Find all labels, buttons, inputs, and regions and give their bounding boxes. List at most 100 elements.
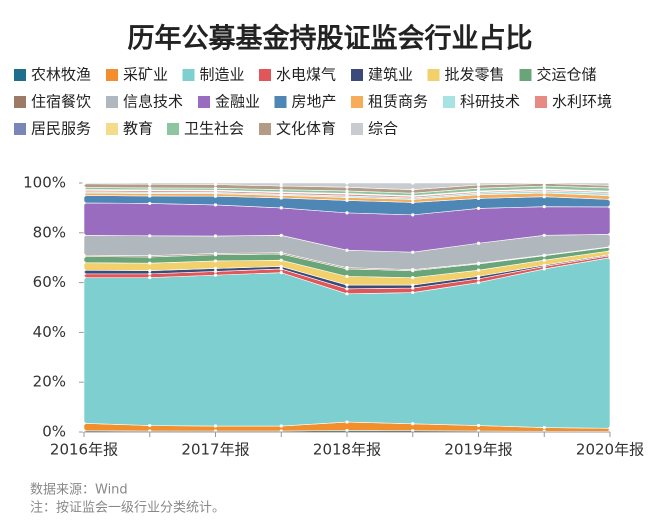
- vertex-dot: [411, 191, 415, 195]
- vertex-dot: [279, 233, 283, 237]
- vertex-dot: [411, 276, 415, 280]
- vertex-dot: [608, 426, 612, 430]
- vertex-dot: [213, 186, 218, 190]
- vertex-dot: [279, 424, 283, 428]
- vertex-dot: [279, 267, 283, 271]
- legend-label: 水电煤气: [276, 66, 336, 84]
- vertex-dot: [345, 428, 349, 433]
- legend-label: 住宿餐饮: [31, 93, 91, 111]
- vertex-dot: [411, 422, 415, 426]
- vertex-dot: [411, 188, 415, 192]
- vertex-dot: [279, 196, 283, 200]
- legend-label: 交运仓储: [537, 66, 597, 84]
- legend-label: 居民服务: [31, 120, 91, 138]
- vertex-dot: [411, 194, 415, 198]
- vertex-dot: [279, 258, 283, 262]
- legend-swatch: [167, 123, 179, 135]
- vertex-dot: [345, 181, 349, 185]
- legend-swatch: [182, 69, 195, 81]
- vertex-dot: [148, 186, 152, 190]
- y-tick-label: 20%: [33, 373, 66, 391]
- vertex-dot: [608, 205, 612, 209]
- vertex-dot: [82, 181, 86, 185]
- source-note: 数据来源：Wind: [30, 483, 128, 498]
- legend-swatch: [106, 123, 118, 135]
- vertex-dot: [148, 194, 152, 198]
- vertex-dot: [213, 251, 218, 256]
- vertex-dot: [279, 188, 283, 192]
- legend-label: 文化体育: [276, 120, 336, 138]
- x-tick-label: 2020年报: [576, 441, 644, 459]
- vertex-dot: [476, 189, 481, 193]
- vertex-dot: [476, 277, 481, 281]
- legend-swatch: [14, 69, 26, 81]
- vertex-dot: [213, 269, 218, 273]
- vertex-dot: [608, 183, 612, 188]
- vertex-dot: [608, 194, 612, 198]
- vertex-dot: [542, 263, 546, 267]
- vertex-dot: [411, 213, 415, 217]
- vertex-dot: [82, 421, 86, 425]
- vertex-dot: [82, 201, 86, 205]
- vertex-dot: [608, 249, 612, 253]
- vertex-dot: [476, 186, 481, 190]
- vertex-dot: [411, 268, 415, 272]
- y-tick-label: 0%: [42, 423, 66, 441]
- legend-swatch: [351, 69, 363, 81]
- vertex-dot: [213, 273, 218, 277]
- vertex-dot: [542, 195, 546, 199]
- vertex-dot: [542, 181, 546, 185]
- legend-swatch: [535, 96, 547, 108]
- vertex-dot: [213, 259, 218, 263]
- vertex-dot: [148, 272, 152, 276]
- legend-swatch: [351, 96, 363, 108]
- legend-label: 综合: [368, 120, 398, 138]
- legend-label: 科研技术: [460, 93, 520, 111]
- vertex-dot: [213, 181, 218, 185]
- legend-label: 批发零售: [445, 66, 505, 84]
- vertex-dot: [148, 234, 152, 238]
- vertex-dot: [542, 205, 546, 209]
- vertex-dot: [279, 184, 283, 188]
- vertex-dot: [411, 283, 415, 287]
- legend-swatch: [106, 96, 118, 108]
- vertex-dot: [345, 211, 349, 215]
- vertex-dot: [542, 267, 546, 271]
- vertex-dot: [476, 261, 481, 265]
- vertex-dot: [476, 268, 481, 272]
- vertex-dot: [148, 254, 152, 258]
- vertex-dot: [345, 248, 349, 252]
- vertex-dot: [82, 233, 86, 237]
- legend-label: 农林牧渔: [31, 66, 91, 84]
- vertex-dot: [213, 234, 218, 238]
- vertex-dot: [542, 258, 546, 262]
- vertex-dot: [608, 245, 612, 249]
- y-tick-label: 40%: [33, 323, 66, 341]
- vertex-dot: [279, 251, 283, 255]
- legend-swatch: [198, 96, 210, 108]
- vertex-dot: [608, 232, 612, 236]
- vertex-dot: [542, 184, 546, 188]
- vertex-dot: [148, 181, 152, 185]
- vertex-dot: [608, 189, 612, 193]
- legend-label: 采矿业: [123, 66, 168, 84]
- vertex-dot: [476, 423, 481, 428]
- x-tick-label: 2016年报: [50, 441, 118, 459]
- vertex-dot: [608, 181, 612, 185]
- vertex-dot: [279, 181, 283, 185]
- vertex-dot: [476, 241, 481, 245]
- y-tick-label: 60%: [33, 273, 66, 291]
- vertex-dot: [148, 261, 152, 265]
- vertex-dot: [82, 185, 86, 190]
- vertex-dot: [476, 206, 481, 210]
- vertex-dot: [542, 253, 546, 257]
- x-tick-label: 2018年报: [313, 441, 381, 459]
- x-tick-label: 2017年报: [181, 441, 249, 459]
- vertex-dot: [345, 420, 349, 424]
- vertex-dot: [345, 191, 349, 196]
- vertex-dot: [148, 269, 152, 273]
- vertex-dot: [542, 425, 546, 430]
- legend-swatch: [443, 96, 455, 108]
- vertex-dot: [82, 272, 86, 276]
